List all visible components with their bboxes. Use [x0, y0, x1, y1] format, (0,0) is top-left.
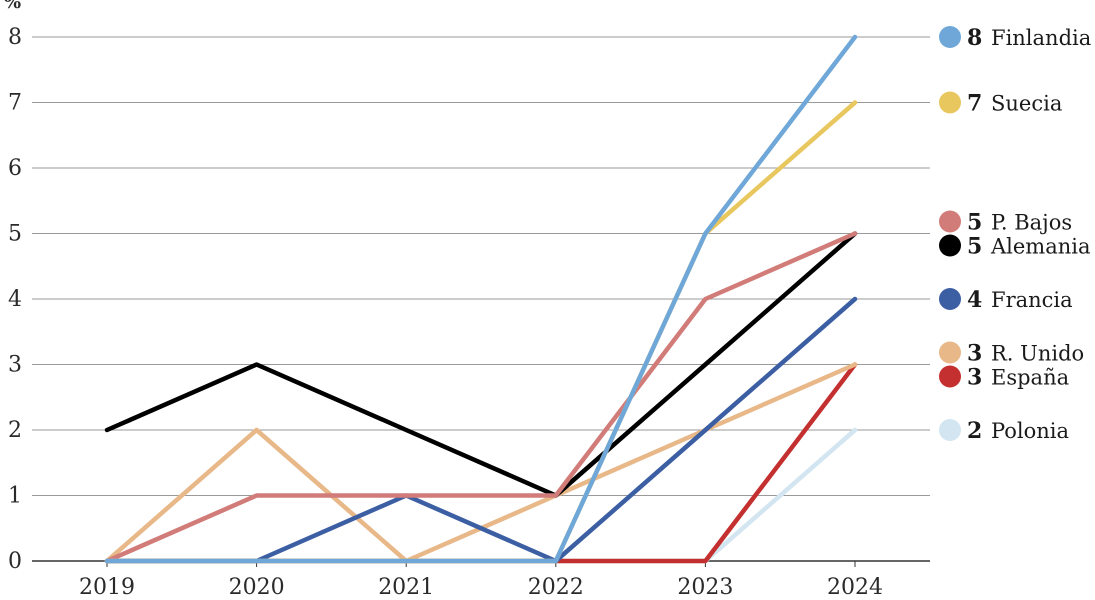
y-axis-ticks: 0 1 2 3 4 5 6 7 8: [8, 25, 22, 574]
legend-item-r-unido: 3 R. Unido: [939, 341, 1084, 367]
legend-value: 5: [967, 234, 982, 260]
legend-name: R. Unido: [991, 342, 1084, 366]
legend-item-finlandia: 8 Finlandia: [939, 25, 1091, 51]
y-tick-label: 2: [8, 418, 22, 443]
x-tick-label: 2020: [229, 575, 285, 600]
legend-item-españa: 3 España: [939, 365, 1069, 391]
legend-item-suecia: 7 Suecia: [939, 91, 1062, 117]
y-tick-label: 7: [8, 91, 22, 116]
legend-item-francia: 4 Francia: [939, 287, 1073, 313]
legend-value: 4: [967, 287, 982, 313]
x-tick-label: 2021: [378, 575, 434, 600]
x-tick-label: 2022: [528, 575, 584, 600]
x-tick-label: 2023: [677, 575, 733, 600]
legend-swatch: [939, 210, 961, 233]
legend-name: P. Bajos: [991, 211, 1072, 235]
series-line-finlandia: [104, 34, 858, 564]
x-tick-label: 2019: [79, 575, 135, 600]
legend-value: 3: [967, 341, 982, 367]
y-tick-label: 0: [8, 549, 22, 574]
y-tick-label: 8: [8, 25, 22, 50]
legend-item-alemania: 5 Alemania: [939, 234, 1091, 260]
legend-name: Polonia: [991, 419, 1069, 443]
y-tick-label: 6: [8, 156, 22, 181]
legend: 8 Finlandia 7 Suecia 5 P. Bajos 5 Alemania 4 Fran…: [939, 25, 1091, 444]
legend-swatch: [939, 26, 961, 48]
x-tick-label: 2024: [827, 575, 883, 600]
legend-value: 3: [967, 365, 982, 391]
y-tick-label: 1: [8, 484, 22, 509]
legend-name: España: [991, 366, 1069, 390]
series-lines: [104, 34, 858, 564]
legend-name: Finlandia: [991, 26, 1091, 50]
legend-value: 5: [967, 210, 982, 236]
legend-value: 8: [967, 25, 982, 51]
y-tick-label: 3: [8, 353, 22, 378]
legend-swatch: [939, 365, 961, 388]
legend-value: 7: [967, 91, 982, 117]
legend-name: Suecia: [991, 92, 1062, 116]
legend-name: Francia: [991, 288, 1073, 312]
legend-value: 2: [967, 418, 982, 444]
y-tick-label: 4: [8, 287, 22, 312]
legend-item-p-bajos: 5 P. Bajos: [939, 210, 1072, 236]
legend-swatch: [939, 419, 961, 441]
legend-swatch: [939, 234, 961, 257]
legend-swatch: [939, 288, 961, 310]
series-line-alemania: [104, 231, 858, 498]
x-axis-ticks: 2019 2020 2021 2022 2023 2024: [79, 561, 883, 600]
series-line-p-bajos: [104, 231, 858, 564]
y-axis-unit: %: [4, 0, 21, 13]
y-tick-label: 5: [8, 222, 22, 247]
legend-swatch: [939, 91, 961, 114]
legend-swatch: [939, 341, 961, 364]
legend-item-polonia: 2 Polonia: [939, 418, 1069, 444]
legend-name: Alemania: [990, 235, 1091, 259]
